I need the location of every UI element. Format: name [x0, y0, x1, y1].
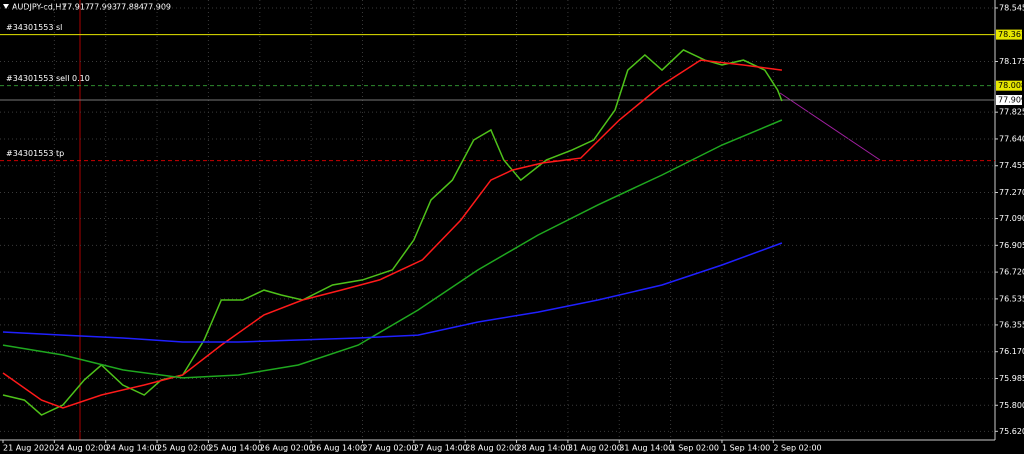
y-tick-label: 77.270 — [999, 188, 1024, 197]
x-tick-label: 1 Sep 14:00 — [722, 444, 770, 453]
last-price-label: 77.909 — [998, 96, 1024, 105]
y-tick-label: 77.825 — [999, 108, 1024, 117]
ohlc-value: 77.993 — [89, 3, 117, 12]
y-tick-label: 77.455 — [999, 161, 1024, 170]
x-tick-label: 27 Aug 14:00 — [414, 444, 468, 453]
price-label-bg — [996, 29, 1022, 40]
chart-title: AUDJPY-cd,H1 — [12, 3, 66, 12]
y-tick-label: 78.545 — [999, 3, 1024, 12]
y-tick-label: 76.720 — [999, 268, 1024, 277]
ohlc-value: 77.917 — [62, 3, 90, 12]
series-line — [2, 49, 783, 416]
y-tick-label: 76.170 — [999, 347, 1024, 356]
series-line — [2, 119, 783, 379]
x-tick-label: 28 Aug 02:00 — [465, 444, 519, 453]
x-tick-label: 26 Aug 02:00 — [260, 444, 314, 453]
y-tick-label: 75.800 — [999, 401, 1024, 410]
x-tick-label: 28 Aug 14:00 — [517, 444, 571, 453]
x-tick-label: 27 Aug 02:00 — [362, 444, 416, 453]
price-label: 78.008 — [998, 81, 1024, 90]
ohlc-value: 77.884 — [116, 3, 144, 12]
trade-level-label: #34301553 sell 0.10 — [6, 74, 90, 83]
x-tick-label: 1 Sep 02:00 — [671, 444, 719, 453]
price-label: 78.361 — [998, 30, 1024, 39]
x-tick-label: 31 Aug 02:00 — [568, 444, 622, 453]
x-tick-label: 2 Sep 02:00 — [773, 444, 821, 453]
y-tick-label: 77.090 — [999, 214, 1024, 223]
y-tick-label: 76.355 — [999, 320, 1024, 329]
ohlc-value: 77.909 — [143, 3, 171, 12]
x-tick-label: 25 Aug 02:00 — [157, 444, 211, 453]
x-tick-label: 25 Aug 14:00 — [208, 444, 262, 453]
y-tick-label: 75.985 — [999, 374, 1024, 383]
last-price-bg — [996, 95, 1022, 106]
y-tick-label: 76.535 — [999, 294, 1024, 303]
menu-triangle[interactable] — [3, 4, 9, 9]
x-tick-label: 31 Aug 14:00 — [619, 444, 673, 453]
y-tick-label: 78.175 — [999, 57, 1024, 66]
trade-level-label: #34301553 sl — [6, 23, 62, 32]
x-tick-label: 26 Aug 14:00 — [311, 444, 365, 453]
x-tick-label: 24 Aug 02:00 — [54, 444, 108, 453]
series-line — [2, 59, 782, 409]
x-tick-label: 24 Aug 14:00 — [106, 444, 160, 453]
x-tick-label: 21 Aug 2020 — [3, 444, 54, 453]
y-tick-label: 76.905 — [999, 241, 1024, 250]
y-tick-label: 77.640 — [999, 134, 1024, 143]
price-label-bg — [996, 80, 1022, 91]
projection-line — [779, 92, 881, 161]
series-line — [2, 242, 783, 343]
trade-level-label: #34301553 tp — [6, 149, 64, 158]
y-tick-label: 75.620 — [999, 427, 1024, 436]
